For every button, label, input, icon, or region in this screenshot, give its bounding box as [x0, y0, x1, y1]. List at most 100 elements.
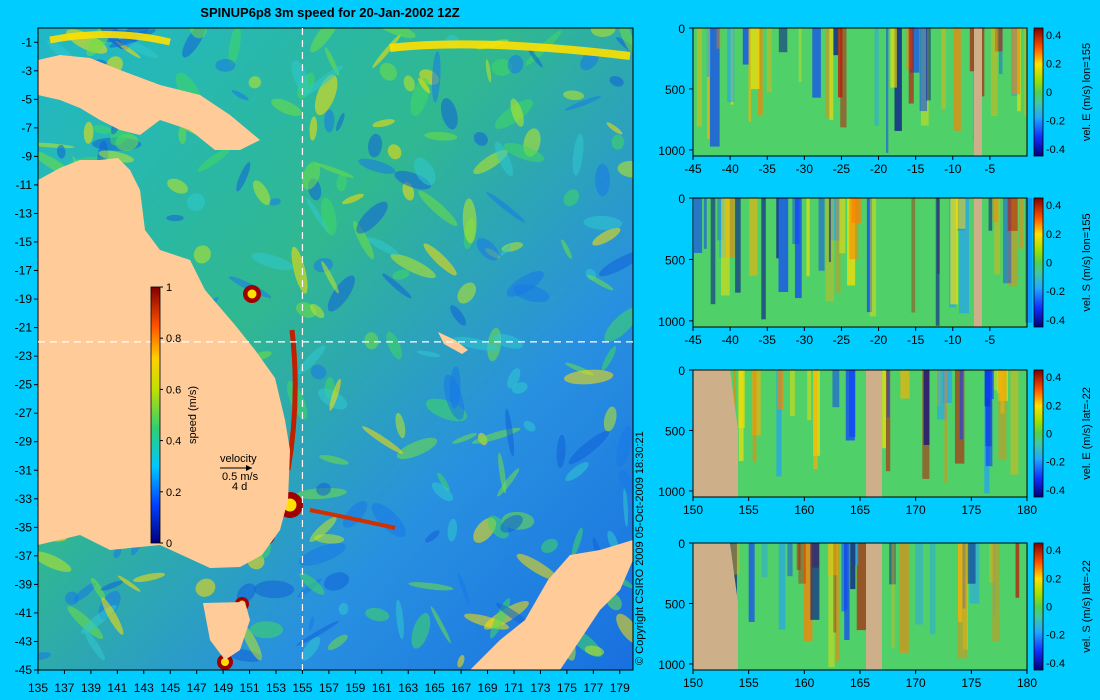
- map-x-tick-label: 157: [319, 681, 339, 695]
- map-x-tick-label: 147: [187, 681, 207, 695]
- section-y-tick-label: 500: [665, 83, 685, 97]
- section-x-tick-label: 165: [850, 503, 870, 517]
- velocity-colorbar-tick-label: -0.2: [1046, 286, 1065, 298]
- velocity-colorbar-tick-label: 0.2: [1046, 229, 1061, 241]
- map-x-tick-label: 177: [583, 681, 603, 695]
- section-y-tick-label: 1000: [658, 485, 685, 499]
- section-velS_lat22: 150 155 160 165 170 175 180 0 500 1000 0.4 0.2 0 -0.2…: [658, 537, 1093, 690]
- velocity-colorbar: [1033, 27, 1044, 157]
- map-y-tick-label: -33: [15, 492, 33, 506]
- section-x-tick-label: -35: [759, 333, 777, 347]
- map-x-tick-label: 137: [54, 681, 74, 695]
- map-panel: SPINUP6p8 3m speed for 20-Jan-2002 12Z 1…: [15, 5, 646, 695]
- map-y-tick-label: -13: [15, 206, 33, 220]
- velocity-colorbar-tick-label: 0.2: [1046, 59, 1061, 71]
- map-y-tick-label: -19: [15, 292, 33, 306]
- speed-colorbar: [150, 286, 161, 544]
- velocity-colorbar-label: vel. E (m/s) lon=155: [1081, 43, 1093, 141]
- velocity-colorbar-label: vel. E (m/s) lat=-22: [1081, 387, 1093, 480]
- velocity-colorbar-label: vel. S (m/s) lat=-22: [1081, 560, 1093, 653]
- map-y-tick-label: -35: [15, 520, 33, 534]
- map-x-tick-label: 141: [107, 681, 127, 695]
- section-land: [693, 543, 738, 670]
- velocity-colorbar-tick-label: -0.4: [1046, 658, 1065, 670]
- map-x-tick-label: 175: [557, 681, 577, 695]
- map-y-tick-label: -27: [15, 406, 33, 420]
- velocity-colorbar-tick-label: 0.2: [1046, 400, 1061, 412]
- land-new-guinea: [38, 55, 260, 150]
- map-x-tick-label: 145: [160, 681, 180, 695]
- section-land: [974, 28, 982, 156]
- map-y-tick-label: -39: [15, 577, 33, 591]
- map-x-tick-label: 169: [478, 681, 498, 695]
- velocity-colorbar-tick-label: 0.4: [1046, 200, 1061, 212]
- section-x-tick-label: 175: [961, 676, 981, 690]
- map-y-tick-label: -37: [15, 549, 33, 563]
- velocity-colorbar-tick-label: -0.2: [1046, 630, 1065, 642]
- land-tasmania: [203, 602, 250, 660]
- velocity-colorbar-tick-label: 0.4: [1046, 372, 1061, 384]
- section-x-tick-label: -10: [944, 333, 962, 347]
- land-australia: [38, 158, 290, 568]
- velocity-colorbar-label: vel. S (m/s) lon=155: [1081, 213, 1093, 311]
- map-x-tick-label: 135: [28, 681, 48, 695]
- section-y-tick-label: 1000: [658, 144, 685, 158]
- map-x-tick-label: 167: [451, 681, 471, 695]
- section-x-tick-label: 175: [961, 503, 981, 517]
- velocity-colorbar-tick-label: 0: [1046, 258, 1052, 270]
- section-y-tick-label: 1000: [658, 658, 685, 672]
- map-x-tick-label: 165: [425, 681, 445, 695]
- map-x-tick-label: 179: [610, 681, 630, 695]
- section-x-tick-label: -20: [870, 333, 888, 347]
- section-y-tick-label: 0: [678, 192, 685, 206]
- map-x-tick-label: 149: [213, 681, 233, 695]
- map-y-tick-label: -25: [15, 378, 33, 392]
- section-x-tick-label: -5: [985, 333, 996, 347]
- map-y-tick-label: -31: [15, 463, 33, 477]
- section-land: [866, 370, 882, 497]
- section-x-tick-label: -45: [684, 162, 702, 176]
- section-x-tick-label: -35: [759, 162, 777, 176]
- map-x-tick-label: 171: [504, 681, 524, 695]
- velocity-colorbar-tick-label: -0.2: [1046, 115, 1065, 127]
- speed-colorbar-tick-label: 0.2: [166, 487, 181, 499]
- section-x-tick-label: -20: [870, 162, 888, 176]
- section-x-tick-label: 155: [739, 676, 759, 690]
- map-x-tick-label: 163: [398, 681, 418, 695]
- map-y-tick-label: -3: [21, 64, 32, 78]
- velocity-colorbar-tick-label: 0: [1046, 602, 1052, 614]
- section-x-tick-label: 170: [906, 676, 926, 690]
- map-y-tick-label: -23: [15, 349, 33, 363]
- section-x-tick-label: -15: [907, 333, 925, 347]
- section-x-tick-label: -45: [684, 333, 702, 347]
- section-land: [866, 543, 882, 670]
- speed-colorbar-tick-label: 0.4: [166, 436, 181, 448]
- section-x-tick-label: 165: [850, 676, 870, 690]
- velocity-colorbar-tick-label: 0.4: [1046, 30, 1061, 42]
- velocity-colorbar-tick-label: -0.4: [1046, 315, 1065, 327]
- speed-colorbar-tick-label: 0.8: [166, 333, 181, 345]
- section-x-tick-label: -25: [833, 162, 851, 176]
- section-x-tick-label: 150: [683, 503, 703, 517]
- land-new-caledonia: [438, 332, 468, 354]
- velocity-colorbar-tick-label: -0.2: [1046, 457, 1065, 469]
- speed-colorbar-tick-label: 0.6: [166, 384, 181, 396]
- map-x-tick-label: 139: [81, 681, 101, 695]
- section-x-tick-label: -30: [796, 162, 814, 176]
- section-x-tick-label: -40: [721, 333, 739, 347]
- section-y-tick-label: 0: [678, 537, 685, 551]
- map-y-tick-label: -17: [15, 264, 33, 278]
- section-x-tick-label: 180: [1017, 676, 1037, 690]
- map-y-tick-label: -11: [16, 178, 33, 192]
- velocity-legend-title: velocity: [220, 453, 257, 465]
- section-x-tick-label: -30: [796, 333, 814, 347]
- section-land: [693, 370, 738, 497]
- velocity-colorbar-tick-label: 0: [1046, 87, 1052, 99]
- section-y-tick-label: 1000: [658, 315, 685, 329]
- section-x-tick-label: -10: [944, 162, 962, 176]
- map-x-tick-label: 173: [530, 681, 550, 695]
- map-y-tick-label: -41: [15, 606, 33, 620]
- velocity-colorbar-tick-label: -0.4: [1046, 485, 1065, 497]
- map-y-tick-label: -15: [15, 235, 33, 249]
